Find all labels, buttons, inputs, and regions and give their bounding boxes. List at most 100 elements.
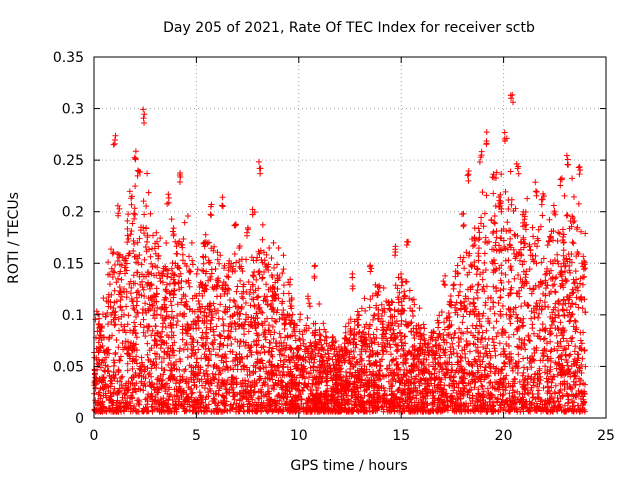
data-point xyxy=(236,245,243,251)
data-point xyxy=(112,349,119,356)
data-point xyxy=(239,268,246,275)
data-point xyxy=(153,285,160,292)
data-point xyxy=(155,243,162,250)
data-point xyxy=(497,294,504,301)
data-points xyxy=(91,91,589,415)
data-point xyxy=(112,321,119,328)
data-point xyxy=(317,332,324,339)
data-point xyxy=(347,339,354,346)
data-point xyxy=(486,379,493,386)
data-point xyxy=(514,343,521,350)
data-point xyxy=(273,318,280,325)
data-point xyxy=(138,261,145,268)
data-point xyxy=(176,348,183,355)
data-point xyxy=(542,271,549,278)
data-point xyxy=(259,236,266,243)
data-point xyxy=(221,262,228,269)
data-point xyxy=(110,249,117,256)
data-point xyxy=(252,325,259,332)
data-point xyxy=(153,311,160,318)
data-point xyxy=(280,290,287,297)
data-point xyxy=(395,387,402,394)
data-point xyxy=(493,169,500,176)
data-point xyxy=(132,280,139,287)
data-point xyxy=(140,198,147,205)
data-point xyxy=(490,283,497,290)
data-point xyxy=(516,344,523,351)
data-point xyxy=(111,322,118,329)
data-point xyxy=(275,368,282,375)
data-point xyxy=(376,368,383,375)
data-point xyxy=(304,314,311,321)
data-point xyxy=(366,304,373,311)
data-point xyxy=(582,230,589,237)
data-point xyxy=(377,375,384,382)
data-point xyxy=(401,288,408,295)
data-point xyxy=(265,382,272,389)
data-point xyxy=(572,268,579,275)
data-point xyxy=(176,286,183,293)
data-point xyxy=(296,316,303,323)
data-point xyxy=(543,347,550,354)
data-point xyxy=(150,358,157,365)
data-point xyxy=(550,318,557,325)
data-point xyxy=(174,392,181,399)
data-point xyxy=(236,350,243,357)
data-point xyxy=(141,230,148,237)
data-point xyxy=(169,308,176,315)
data-point xyxy=(521,258,528,265)
data-point xyxy=(253,276,260,283)
data-point xyxy=(420,331,427,338)
data-point xyxy=(183,263,190,270)
data-point xyxy=(132,323,139,330)
data-point xyxy=(544,370,551,377)
data-point xyxy=(255,394,262,401)
data-point xyxy=(464,328,471,335)
data-point xyxy=(230,366,237,373)
data-point xyxy=(557,319,564,326)
data-point xyxy=(349,355,356,362)
data-point xyxy=(179,251,186,258)
data-point xyxy=(152,393,159,400)
data-point xyxy=(242,318,249,325)
data-point xyxy=(111,385,118,392)
data-point xyxy=(456,339,463,346)
data-point xyxy=(578,369,585,376)
data-point xyxy=(171,279,178,286)
data-point xyxy=(513,311,520,318)
data-point xyxy=(502,257,509,264)
data-point xyxy=(280,252,287,259)
data-point xyxy=(362,346,369,353)
data-point xyxy=(252,324,259,331)
data-point xyxy=(241,408,248,415)
data-point xyxy=(481,259,488,266)
data-point xyxy=(463,249,470,256)
data-point xyxy=(209,341,216,348)
data-point xyxy=(292,337,299,344)
data-point xyxy=(516,378,523,385)
data-point xyxy=(516,335,523,342)
data-point xyxy=(251,303,258,310)
data-point xyxy=(479,383,486,390)
grid-lines xyxy=(94,57,606,418)
data-point xyxy=(144,351,151,358)
data-point xyxy=(203,333,210,340)
data-point xyxy=(381,343,388,350)
data-point xyxy=(141,256,148,263)
data-point xyxy=(245,378,252,385)
data-point xyxy=(477,363,484,370)
data-point xyxy=(406,287,413,294)
data-point xyxy=(302,343,309,350)
data-point xyxy=(142,300,149,307)
data-point xyxy=(180,346,187,353)
data-point xyxy=(392,282,399,289)
data-point xyxy=(543,340,550,347)
data-point xyxy=(526,338,533,345)
data-point xyxy=(209,340,216,347)
data-point xyxy=(266,244,273,251)
data-point xyxy=(117,353,124,360)
data-point xyxy=(279,270,286,277)
data-point xyxy=(577,337,584,344)
data-point xyxy=(446,382,453,389)
data-point xyxy=(174,301,181,308)
